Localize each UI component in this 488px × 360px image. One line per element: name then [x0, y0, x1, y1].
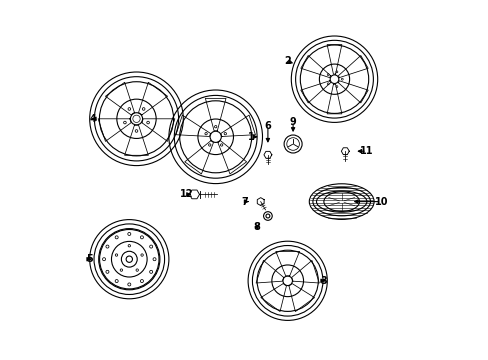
Text: 5: 5 [86, 254, 93, 264]
Text: 2: 2 [284, 56, 290, 66]
Text: 10: 10 [374, 197, 387, 207]
Text: 6: 6 [264, 121, 271, 131]
Text: 3: 3 [320, 276, 326, 286]
Text: 1: 1 [248, 132, 255, 142]
Text: 4: 4 [90, 114, 97, 124]
Text: 7: 7 [241, 197, 247, 207]
Text: 11: 11 [360, 146, 373, 156]
Text: 12: 12 [180, 189, 193, 199]
Text: 8: 8 [253, 222, 260, 232]
Text: 9: 9 [289, 117, 296, 127]
